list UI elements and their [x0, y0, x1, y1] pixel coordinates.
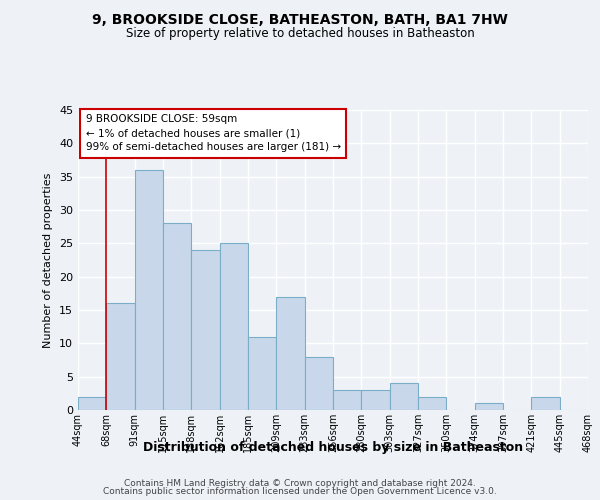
Bar	[305, 356, 333, 410]
Text: 9 BROOKSIDE CLOSE: 59sqm
← 1% of detached houses are smaller (1)
99% of semi-det: 9 BROOKSIDE CLOSE: 59sqm ← 1% of detache…	[86, 114, 341, 152]
Bar	[191, 250, 220, 410]
Text: 9, BROOKSIDE CLOSE, BATHEASTON, BATH, BA1 7HW: 9, BROOKSIDE CLOSE, BATHEASTON, BATH, BA…	[92, 12, 508, 26]
Bar	[277, 296, 305, 410]
Bar	[248, 336, 277, 410]
Text: Contains public sector information licensed under the Open Government Licence v3: Contains public sector information licen…	[103, 487, 497, 496]
Y-axis label: Number of detached properties: Number of detached properties	[43, 172, 53, 348]
Bar	[134, 170, 163, 410]
Bar	[389, 384, 418, 410]
Text: Size of property relative to detached houses in Batheaston: Size of property relative to detached ho…	[125, 28, 475, 40]
Bar	[106, 304, 134, 410]
Bar	[418, 396, 446, 410]
Text: Contains HM Land Registry data © Crown copyright and database right 2024.: Contains HM Land Registry data © Crown c…	[124, 478, 476, 488]
Bar	[333, 390, 361, 410]
Bar	[361, 390, 389, 410]
Bar	[78, 396, 106, 410]
Bar	[475, 404, 503, 410]
Bar	[163, 224, 191, 410]
Text: Distribution of detached houses by size in Batheaston: Distribution of detached houses by size …	[143, 441, 523, 454]
Bar	[220, 244, 248, 410]
Bar	[532, 396, 560, 410]
